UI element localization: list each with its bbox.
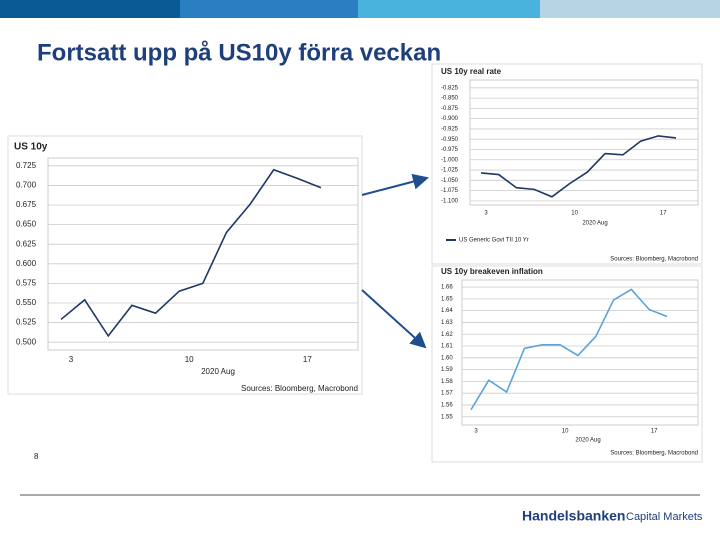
y-tick-label: 0.575: [16, 278, 37, 287]
x-axis-label: 2020 Aug: [575, 438, 600, 444]
y-tick-label: 0.600: [16, 259, 37, 268]
logo-brand: Handelsbanken: [522, 508, 625, 524]
y-tick-label: -1.100: [441, 198, 459, 204]
source: Sources: Bloomberg, Macrobond: [241, 384, 358, 393]
y-tick-label: 1.64: [441, 308, 453, 314]
x-axis-label: 2020 Aug: [201, 367, 235, 376]
y-tick-label: -0.850: [441, 96, 459, 102]
data-line: [60, 168, 322, 338]
top-bar: [540, 0, 720, 18]
y-tick-label: 0.650: [16, 220, 37, 229]
plot-area: [47, 157, 359, 351]
y-tick-label: 1.57: [441, 391, 453, 397]
y-tick-label: -1.075: [441, 188, 459, 194]
y-tick-label: -1.025: [441, 168, 459, 174]
x-tick-label: 3: [474, 429, 478, 435]
y-tick-label: -1.000: [441, 157, 459, 163]
y-tick-label: 0.525: [16, 318, 37, 327]
data-line: [470, 288, 668, 411]
x-axis-label: 2020 Aug: [582, 221, 607, 227]
y-tick-label: -0.950: [441, 137, 459, 143]
chart-title: US 10y breakeven inflation: [441, 267, 543, 276]
slide-title: Fortsatt upp på US10y förra veckan: [37, 39, 441, 66]
x-tick-label: 10: [562, 429, 569, 435]
top-bar: [180, 0, 358, 18]
x-tick-label: 17: [660, 211, 667, 217]
y-tick-label: -0.875: [441, 106, 459, 112]
x-tick-label: 3: [69, 355, 74, 364]
y-tick-label: 1.63: [441, 320, 453, 326]
y-tick-label: 0.550: [16, 298, 37, 307]
x-tick-label: 17: [303, 355, 312, 364]
x-tick-label: 17: [651, 429, 658, 435]
plot-area: [469, 79, 699, 206]
y-tick-label: -0.975: [441, 147, 459, 153]
y-tick-label: -0.825: [441, 85, 459, 91]
page-number: 8: [34, 452, 39, 461]
logo-unit: Capital Markets: [626, 511, 703, 523]
y-tick-label: 0.700: [16, 181, 37, 190]
y-tick-label: 0.625: [16, 239, 37, 248]
legend-label: US Generic Govt TII 10 Yr: [459, 238, 529, 244]
data-line: [480, 135, 677, 198]
y-tick-label: 0.725: [16, 161, 37, 170]
y-tick-label: -0.925: [441, 127, 459, 133]
source: Sources: Bloomberg, Macrobond: [610, 257, 698, 263]
y-tick-label: -1.050: [441, 178, 459, 184]
y-tick-label: 1.62: [441, 332, 453, 338]
chart-title: US 10y real rate: [441, 67, 502, 76]
source: Sources: Bloomberg, Macrobond: [610, 451, 698, 457]
y-tick-label: 1.58: [441, 379, 453, 385]
y-tick-label: 1.61: [441, 344, 453, 350]
arrow: [361, 289, 427, 349]
x-tick-label: 10: [185, 355, 194, 364]
y-tick-label: 1.65: [441, 296, 453, 302]
chart-title: US 10y: [14, 142, 48, 153]
top-bar: [0, 0, 180, 18]
x-tick-label: 3: [484, 211, 488, 217]
y-tick-label: 1.60: [441, 355, 453, 361]
y-tick-label: 1.55: [441, 414, 453, 420]
y-tick-label: 1.66: [441, 285, 453, 291]
top-bar: [358, 0, 540, 18]
arrow: [361, 173, 429, 196]
y-tick-label: 0.675: [16, 200, 37, 209]
y-tick-label: -0.900: [441, 116, 459, 122]
y-tick-label: 1.59: [441, 367, 453, 373]
y-tick-label: 0.500: [16, 337, 37, 346]
y-tick-label: 1.56: [441, 403, 453, 409]
x-tick-label: 10: [571, 211, 578, 217]
